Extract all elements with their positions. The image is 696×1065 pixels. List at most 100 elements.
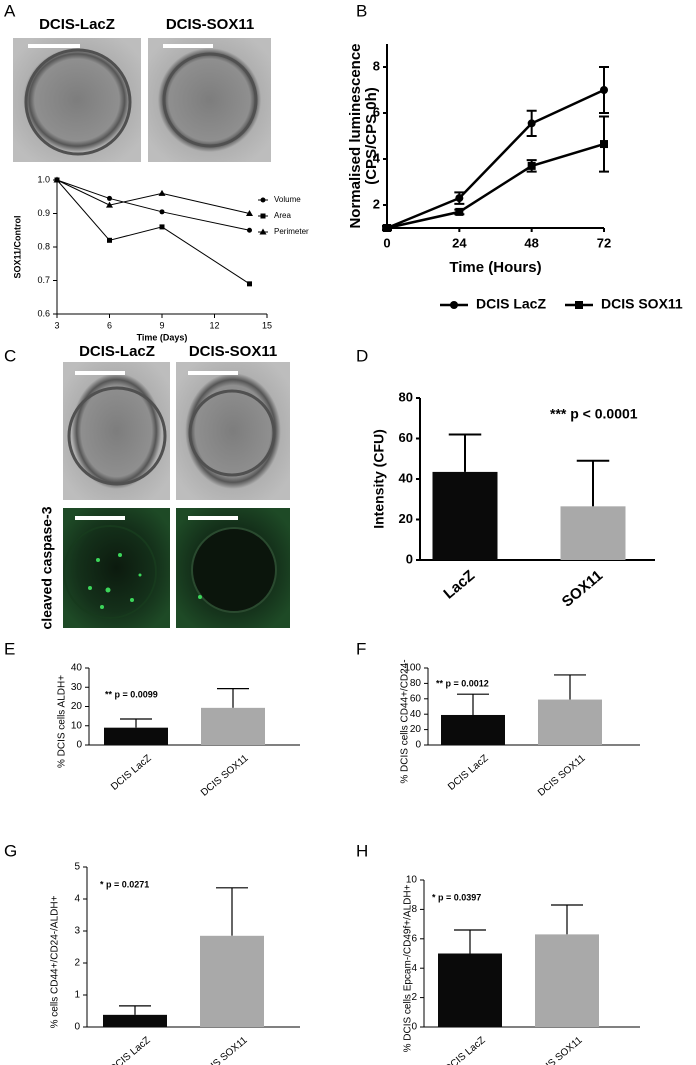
legend-label: DCIS SOX11 bbox=[601, 296, 683, 312]
error-bar bbox=[576, 459, 610, 507]
spheroid bbox=[63, 525, 157, 619]
y-tick-label: 2 bbox=[373, 196, 380, 211]
marker bbox=[575, 301, 583, 309]
y-tick-label: 10 bbox=[71, 720, 83, 731]
y-axis-label: % DCIS cells ALDH+ bbox=[57, 675, 68, 768]
spheroid bbox=[188, 389, 276, 477]
series-line bbox=[56, 179, 250, 231]
y-axis-label: % cells CD44+/CD24-/ALDH+ bbox=[50, 895, 61, 1028]
y-tick-label: 10 bbox=[406, 875, 418, 886]
panel-letter: A bbox=[4, 1, 16, 20]
y-tick-label: 5 bbox=[74, 862, 80, 873]
image-label: DCIS-LacZ bbox=[79, 343, 155, 360]
marker bbox=[247, 281, 252, 287]
marker bbox=[455, 194, 464, 203]
marker bbox=[259, 228, 267, 235]
y-tick-label: 100 bbox=[404, 663, 421, 674]
legend-label: DCIS LacZ bbox=[476, 296, 546, 312]
y-tick-label: 0 bbox=[411, 1022, 417, 1033]
y-tick-label: 3 bbox=[74, 926, 80, 937]
row-label: cleaved caspase-3 bbox=[39, 506, 55, 629]
error-bar bbox=[457, 693, 489, 715]
panel-letter: B bbox=[356, 1, 367, 20]
error-bar bbox=[551, 904, 583, 935]
series-line bbox=[56, 179, 250, 285]
x-tick-label: SOX11 bbox=[559, 567, 606, 611]
x-tick-label: 3 bbox=[54, 320, 59, 330]
x-tick-label: DCIS SOX11 bbox=[199, 753, 251, 799]
y-tick-label: 4 bbox=[411, 963, 417, 974]
error-bar bbox=[216, 887, 248, 936]
bar bbox=[438, 953, 502, 1027]
bar bbox=[441, 714, 505, 745]
y-tick-label: 40 bbox=[410, 709, 422, 720]
y-tick-label: 1.0 bbox=[37, 174, 50, 184]
x-tick-label: 6 bbox=[107, 320, 112, 330]
fluorescent-spots bbox=[198, 595, 202, 599]
annotation: * p = 0.0397 bbox=[432, 892, 481, 902]
x-tick-label: 48 bbox=[524, 235, 538, 250]
marker bbox=[450, 301, 458, 309]
marker bbox=[600, 140, 608, 149]
y-tick-label: 0.6 bbox=[37, 308, 50, 318]
marker bbox=[159, 224, 165, 230]
marker bbox=[527, 119, 536, 128]
marker bbox=[527, 161, 536, 170]
spheroid bbox=[67, 386, 167, 486]
x-tick-label: 15 bbox=[262, 320, 272, 330]
panel-letter: D bbox=[356, 346, 368, 365]
annotation: ** p = 0.0012 bbox=[436, 678, 489, 688]
x-tick-label: 0 bbox=[383, 235, 390, 250]
error-bar bbox=[119, 1005, 151, 1015]
y-tick-label: 20 bbox=[399, 511, 413, 526]
y-tick-label: 80 bbox=[410, 678, 422, 689]
x-tick-label: 12 bbox=[209, 320, 219, 330]
panel-letter: E bbox=[4, 639, 15, 658]
panel-letter: F bbox=[356, 639, 366, 658]
y-tick-label: 60 bbox=[399, 430, 413, 445]
legend-label: Perimeter bbox=[274, 227, 309, 236]
spheroid bbox=[24, 48, 132, 156]
marker bbox=[455, 207, 464, 216]
x-tick-label: DCIS LacZ bbox=[443, 1035, 488, 1065]
x-tick-label: DCIS LacZ bbox=[109, 753, 154, 793]
bar bbox=[104, 727, 168, 745]
annotation: * p = 0.0271 bbox=[100, 879, 149, 889]
y-tick-label: 0 bbox=[74, 1022, 80, 1033]
y-tick-label: 4 bbox=[373, 150, 381, 165]
y-tick-label: 0.7 bbox=[37, 275, 50, 285]
x-axis-label: Time (Days) bbox=[137, 332, 188, 342]
y-tick-label: 0 bbox=[406, 551, 413, 566]
y-axis-label: (CPS/CPS 0h) bbox=[363, 87, 380, 185]
x-tick-label: DCIS SOX11 bbox=[533, 1035, 585, 1065]
error-bar bbox=[217, 687, 249, 708]
x-tick-label: DCIS SOX11 bbox=[536, 753, 588, 799]
x-tick-label: 9 bbox=[159, 320, 164, 330]
x-tick-label: 24 bbox=[452, 235, 467, 250]
error-bar bbox=[454, 929, 486, 954]
panel-letter: C bbox=[4, 346, 16, 365]
y-tick-label: 4 bbox=[74, 894, 80, 905]
spheroid bbox=[191, 527, 277, 613]
series-line bbox=[386, 88, 605, 230]
legend-label: Volume bbox=[274, 195, 301, 204]
fluorescent-spots bbox=[88, 553, 142, 609]
x-tick-label: 72 bbox=[597, 235, 611, 250]
x-axis-label: Time (Hours) bbox=[449, 259, 541, 276]
marker bbox=[158, 189, 166, 196]
marker bbox=[260, 197, 266, 203]
y-axis-label: SOX11/Control bbox=[12, 215, 22, 278]
error-bar bbox=[554, 674, 586, 700]
error-bar bbox=[120, 718, 152, 728]
bar bbox=[200, 935, 264, 1027]
panel-letter: H bbox=[356, 841, 368, 860]
y-axis-label: Normalised luminescence bbox=[347, 43, 364, 228]
series-line bbox=[56, 179, 250, 214]
marker bbox=[600, 86, 608, 94]
x-tick-label: DCIS LacZ bbox=[108, 1035, 153, 1065]
y-tick-label: 6 bbox=[373, 104, 380, 119]
y-tick-label: 40 bbox=[399, 470, 413, 485]
marker bbox=[107, 237, 112, 243]
y-tick-label: 8 bbox=[411, 904, 417, 915]
